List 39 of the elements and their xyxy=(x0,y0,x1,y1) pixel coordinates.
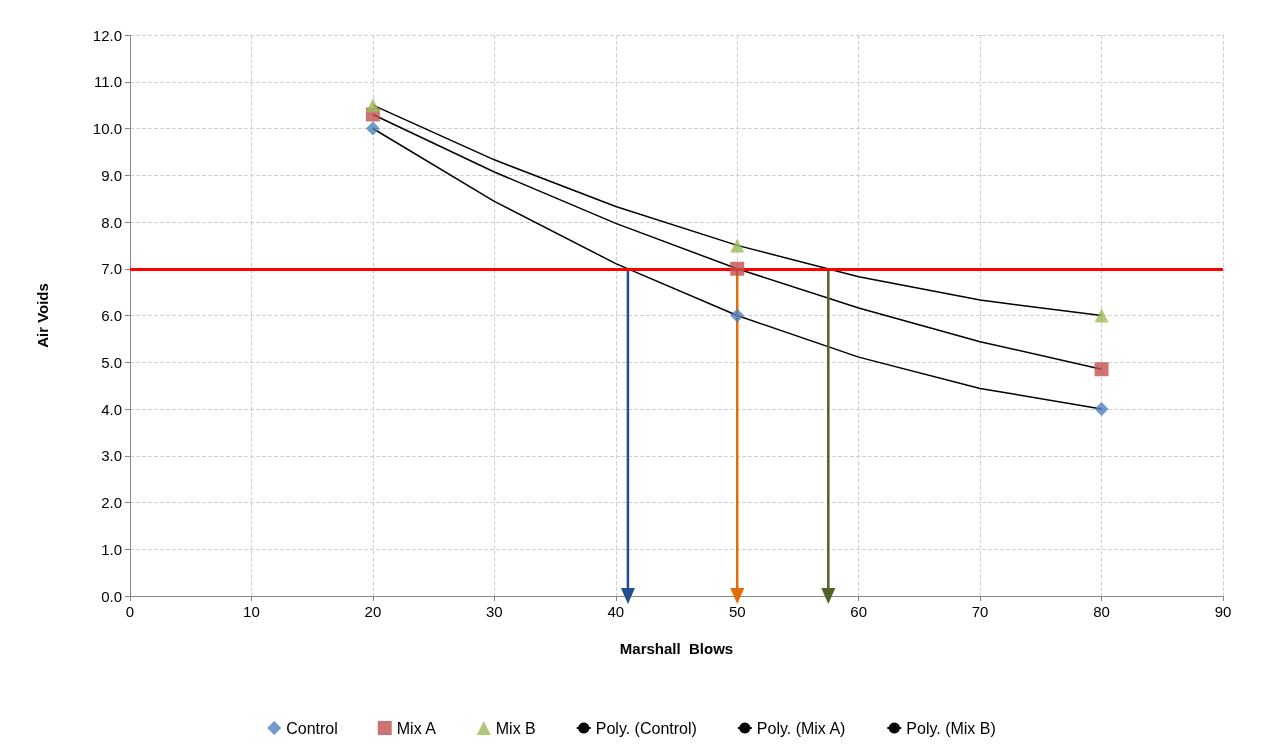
point xyxy=(730,238,745,253)
x-tick-label: 80 xyxy=(1093,603,1110,620)
y-tick-label: 8.0 xyxy=(101,213,122,231)
x-tick-label: 70 xyxy=(971,603,989,620)
x-tick-label: 50 xyxy=(728,603,746,620)
y-tick-label: 11.0 xyxy=(93,73,122,91)
y-tick-label: 7.0 xyxy=(101,260,122,278)
legend-label: Mix B xyxy=(495,719,536,737)
legend-label: Poly. (Control) xyxy=(595,719,697,737)
legend-label: Poly. (Mix A) xyxy=(756,719,846,737)
x-tick-label: 20 xyxy=(364,603,382,620)
point xyxy=(1094,308,1109,323)
y-tick-label: 10.0 xyxy=(92,120,122,137)
legend-label: Mix A xyxy=(396,719,437,737)
y-tick-label: 6.0 xyxy=(101,307,122,324)
y-tick-label: 5.0 xyxy=(101,353,122,371)
point xyxy=(1094,362,1109,377)
x-tick-label: 10 xyxy=(243,603,260,620)
x-tick-label: 40 xyxy=(607,603,625,620)
point xyxy=(730,261,745,276)
y-tick-label: 4.0 xyxy=(101,400,122,418)
y-tick-label: 12.0 xyxy=(92,26,122,44)
y-tick-label: 0.0 xyxy=(101,587,122,605)
x-tick-label: 0 xyxy=(125,603,135,620)
y-tick-label: 9.0 xyxy=(101,166,122,184)
x-tick-label: 30 xyxy=(485,603,503,620)
x-axis-title: Marshall Blows xyxy=(619,640,734,657)
point xyxy=(365,98,380,113)
point xyxy=(365,121,380,136)
point xyxy=(730,308,745,323)
legend-label: Poly. (Mix B) xyxy=(906,719,996,737)
y-tick-label: 1.0 xyxy=(101,540,122,558)
point xyxy=(1094,402,1109,416)
legend-label: Control xyxy=(286,719,338,737)
y-tick-label: 3.0 xyxy=(101,447,122,465)
x-tick-label: 60 xyxy=(850,603,868,620)
y-axis-title: Air Voids xyxy=(34,283,51,348)
x-tick-label: 90 xyxy=(1214,603,1232,620)
y-tick-label: 2.0 xyxy=(101,494,122,511)
